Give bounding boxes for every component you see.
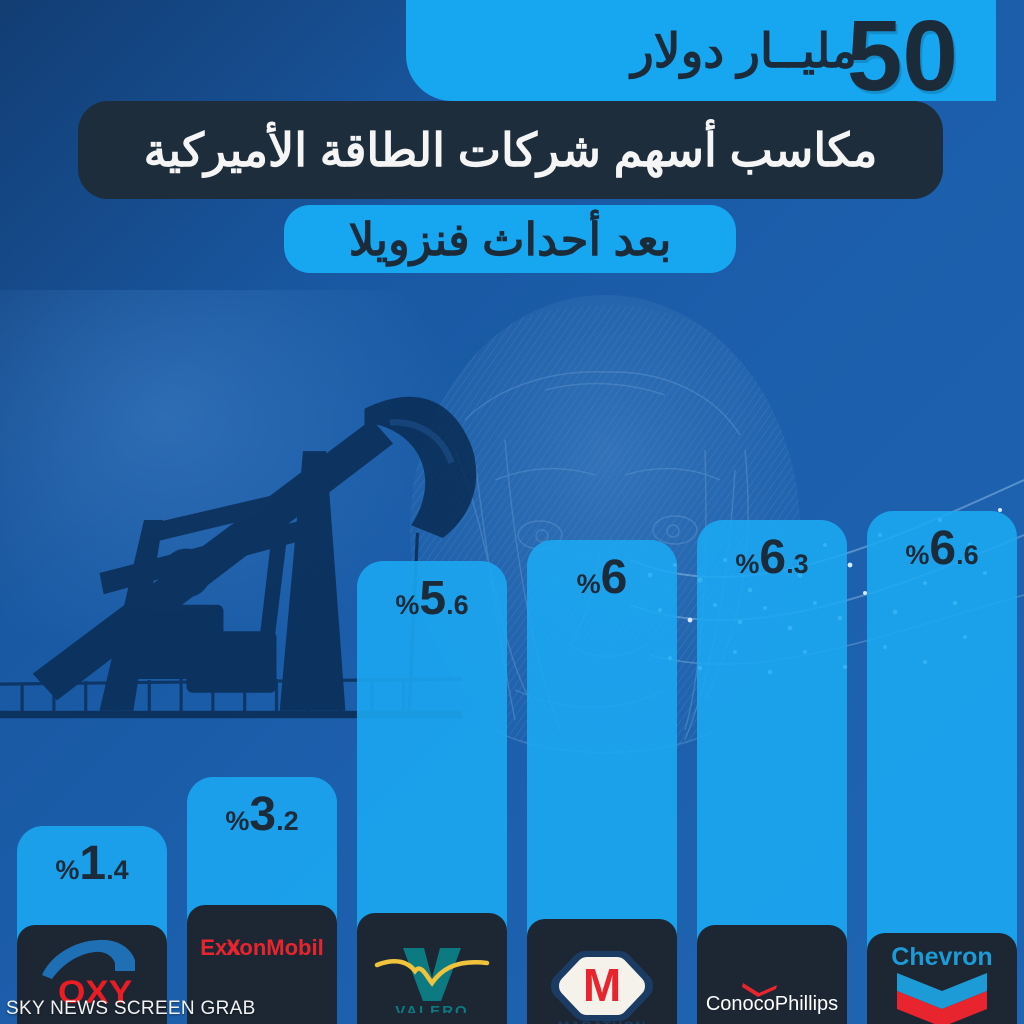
svg-text:MARATHON: MARATHON — [558, 1018, 647, 1024]
svg-text:VALERO: VALERO — [395, 1003, 468, 1013]
svg-text:ConocoPhillips: ConocoPhillips — [706, 993, 838, 1015]
svg-text:M: M — [583, 959, 621, 1011]
svg-text:X: X — [226, 935, 241, 960]
svg-text:Chevron: Chevron — [891, 943, 992, 971]
svg-text:ExxonMobil: ExxonMobil — [200, 935, 323, 960]
